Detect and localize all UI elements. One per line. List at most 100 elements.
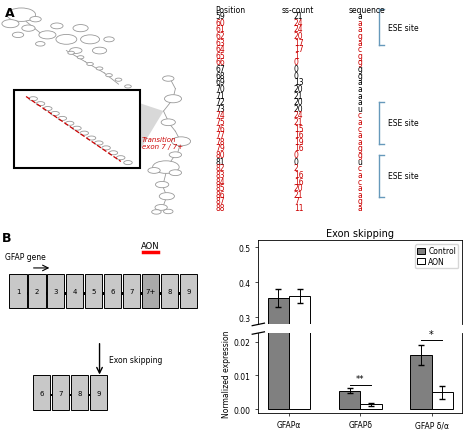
Text: 24: 24 — [294, 111, 303, 120]
Text: 21: 21 — [294, 12, 303, 21]
Text: c: c — [358, 124, 362, 133]
Circle shape — [36, 102, 45, 106]
FancyBboxPatch shape — [71, 375, 88, 410]
Text: ESE site: ESE site — [388, 119, 419, 128]
Text: Transition
exon 7 / 7+: Transition exon 7 / 7+ — [142, 136, 183, 150]
Text: g: g — [358, 58, 363, 68]
Text: 9: 9 — [96, 390, 101, 396]
Bar — [360, 404, 382, 409]
Text: 2: 2 — [294, 164, 299, 173]
Bar — [268, 0, 289, 409]
Circle shape — [124, 161, 132, 165]
Text: 85: 85 — [216, 184, 225, 193]
Bar — [289, 0, 310, 409]
Text: 82: 82 — [216, 164, 225, 173]
Text: a: a — [358, 170, 363, 179]
Text: **: ** — [356, 375, 365, 384]
Text: 77: 77 — [216, 131, 226, 140]
Text: 0: 0 — [294, 71, 299, 80]
Bar — [339, 391, 360, 409]
Circle shape — [77, 57, 84, 60]
Text: a: a — [358, 190, 363, 199]
Text: c: c — [358, 177, 362, 186]
Text: 61: 61 — [216, 25, 225, 34]
Text: 62: 62 — [216, 32, 225, 41]
Text: 24: 24 — [294, 19, 303, 28]
Text: 5: 5 — [91, 289, 96, 295]
Text: 81: 81 — [216, 157, 225, 166]
Text: 19: 19 — [294, 138, 303, 147]
Circle shape — [80, 132, 89, 136]
Text: 20: 20 — [294, 85, 303, 94]
Bar — [140, 292, 142, 295]
Text: 78: 78 — [216, 138, 225, 147]
Text: 79: 79 — [216, 144, 226, 153]
Text: 7: 7 — [294, 197, 299, 206]
Circle shape — [169, 170, 182, 176]
Circle shape — [169, 153, 182, 158]
Text: g: g — [358, 32, 363, 41]
FancyBboxPatch shape — [66, 274, 83, 309]
Text: g: g — [358, 65, 363, 74]
Circle shape — [36, 43, 45, 47]
Text: 11: 11 — [294, 203, 303, 212]
Text: 0: 0 — [294, 65, 299, 74]
Circle shape — [73, 25, 88, 33]
Bar — [64, 292, 66, 295]
Text: 20: 20 — [294, 184, 303, 193]
Circle shape — [161, 120, 175, 126]
Circle shape — [155, 182, 169, 188]
Text: 20: 20 — [294, 104, 303, 114]
Y-axis label: Normalized expression: Normalized expression — [222, 329, 231, 417]
Text: 1: 1 — [16, 289, 20, 295]
Text: 75: 75 — [216, 118, 226, 127]
Bar — [69, 393, 71, 396]
FancyBboxPatch shape — [142, 274, 159, 309]
Text: g: g — [358, 144, 363, 153]
Text: 86: 86 — [216, 190, 225, 199]
Text: c: c — [358, 164, 362, 173]
Text: a: a — [358, 203, 363, 212]
Text: a: a — [358, 25, 363, 34]
Bar — [339, 421, 360, 422]
Text: u: u — [358, 104, 363, 114]
Circle shape — [153, 161, 179, 174]
Text: AON: AON — [141, 241, 160, 250]
Text: a: a — [358, 85, 363, 94]
Text: g: g — [358, 150, 363, 160]
Circle shape — [164, 95, 182, 104]
Bar — [159, 292, 161, 295]
Text: 6: 6 — [110, 289, 115, 295]
Text: 64: 64 — [216, 45, 226, 54]
Text: 0: 0 — [294, 58, 299, 68]
Bar — [410, 417, 431, 422]
Bar — [27, 292, 28, 295]
Text: 21: 21 — [294, 91, 303, 100]
Text: 7: 7 — [129, 289, 134, 295]
Text: 20: 20 — [294, 32, 303, 41]
Bar — [121, 292, 123, 295]
Text: 83: 83 — [216, 170, 225, 179]
Text: 8: 8 — [77, 390, 82, 396]
FancyBboxPatch shape — [52, 375, 69, 410]
Text: 21: 21 — [294, 118, 303, 127]
Text: 9: 9 — [186, 289, 191, 295]
Text: a: a — [358, 19, 363, 28]
Text: 73: 73 — [216, 104, 226, 114]
Bar — [14, 91, 140, 169]
Text: 17: 17 — [294, 39, 303, 48]
Circle shape — [73, 127, 81, 131]
Text: a: a — [358, 118, 363, 127]
Text: 8: 8 — [167, 289, 172, 295]
Text: Exon skipping: Exon skipping — [109, 355, 163, 364]
Text: a: a — [358, 12, 363, 21]
Circle shape — [22, 26, 35, 32]
Title: Exon skipping: Exon skipping — [326, 229, 394, 239]
Text: a: a — [358, 91, 363, 100]
Text: 24: 24 — [294, 25, 303, 34]
Text: 74: 74 — [216, 111, 226, 120]
Text: 15: 15 — [294, 124, 303, 133]
Circle shape — [96, 68, 103, 71]
Text: g: g — [358, 52, 363, 61]
Text: c: c — [358, 45, 362, 54]
